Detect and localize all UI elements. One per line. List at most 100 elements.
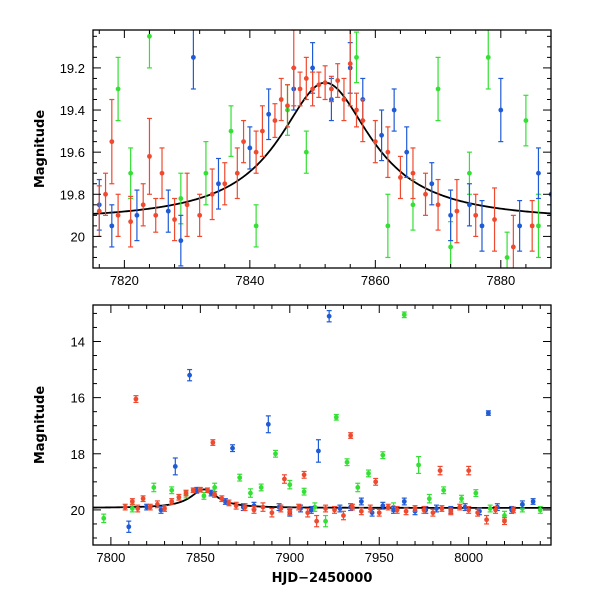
x-axis-label: HJD−2450000 <box>272 571 373 586</box>
blue-data-point <box>485 410 491 416</box>
green-data-point <box>303 130 309 174</box>
red-data-point <box>473 193 479 238</box>
red-data-point <box>341 77 347 122</box>
red-data-point <box>287 507 293 516</box>
blue-data-point <box>434 504 439 513</box>
red-data-point <box>133 395 139 404</box>
red-data-point <box>212 491 218 498</box>
blue-data-point <box>448 189 454 242</box>
green-data-point <box>203 141 209 206</box>
blue-data-point <box>535 147 541 200</box>
red-data-point <box>466 505 472 514</box>
red-data-point <box>159 147 165 200</box>
green-data-point <box>101 513 107 524</box>
red-data-point <box>501 517 507 526</box>
red-data-point <box>140 495 146 503</box>
green-data-point <box>441 486 447 495</box>
red-data-point <box>140 183 146 227</box>
red-data-point <box>197 486 203 493</box>
red-data-point <box>466 465 472 476</box>
blue-data-point <box>519 500 525 509</box>
blue-data-point <box>404 126 410 179</box>
green-data-point <box>416 455 422 475</box>
red-data-point <box>484 514 490 525</box>
plot-frame <box>92 29 552 269</box>
red-data-point <box>310 71 316 107</box>
red-data-point <box>278 504 284 513</box>
x-tick-label: 7900 <box>275 550 304 565</box>
green-data-point <box>459 494 465 503</box>
red-data-point <box>529 200 535 252</box>
x-tick-label: 7850 <box>186 550 215 565</box>
red-data-point <box>278 77 284 122</box>
green-data-point <box>287 479 293 490</box>
blue-data-point <box>517 200 523 252</box>
red-data-point <box>128 195 134 248</box>
green-data-point <box>151 482 157 493</box>
red-data-point <box>233 501 239 510</box>
green-data-point <box>485 30 491 90</box>
green-data-point <box>146 30 152 69</box>
red-data-point <box>297 71 303 107</box>
red-data-point <box>259 105 265 157</box>
y-tick-label: 20 <box>71 503 85 518</box>
blue-data-point <box>126 520 132 533</box>
red-data-point <box>316 71 322 98</box>
red-data-point <box>284 84 290 128</box>
red-data-point <box>376 508 382 517</box>
green-data-point <box>473 489 479 498</box>
green-data-point <box>355 482 361 493</box>
red-data-point <box>403 507 409 516</box>
green-data-point <box>128 147 134 200</box>
red-data-point <box>129 498 135 505</box>
y-tick-label: 18 <box>71 447 85 462</box>
red-data-point <box>457 503 463 511</box>
green-data-point <box>344 458 350 467</box>
red-data-point <box>437 465 443 476</box>
blue-data-point <box>379 109 385 162</box>
y-tick-label: 19.2 <box>60 61 85 76</box>
green-data-point <box>212 482 218 493</box>
blue-data-point <box>165 189 171 233</box>
red-data-point <box>354 92 360 128</box>
red-data-point <box>421 505 427 514</box>
blue-data-point <box>315 439 321 463</box>
x-tick-label: 7950 <box>365 550 394 565</box>
red-data-point <box>183 489 189 497</box>
red-data-point <box>146 117 152 195</box>
model-curve <box>93 81 551 215</box>
red-data-point <box>394 505 400 514</box>
y-tick-label: 16 <box>71 391 85 406</box>
green-data-point <box>385 193 391 259</box>
y-tick-label: 14 <box>71 334 85 349</box>
red-data-point <box>349 503 355 511</box>
green-data-point <box>247 488 253 498</box>
red-data-point <box>153 197 159 233</box>
red-data-point <box>510 214 516 268</box>
green-data-point <box>333 413 339 421</box>
green-data-point <box>323 514 329 528</box>
blue-data-point <box>401 497 407 506</box>
red-data-point <box>301 470 307 479</box>
plot-area <box>93 310 551 533</box>
red-data-point <box>172 197 178 242</box>
blue-data-point <box>380 501 386 510</box>
y-tick-label: 19.6 <box>60 145 85 160</box>
red-data-point <box>397 155 403 200</box>
red-data-point <box>103 172 109 216</box>
blue-data-point <box>172 457 178 476</box>
red-data-point <box>269 507 275 518</box>
red-data-point <box>205 487 210 494</box>
red-data-point <box>323 504 329 513</box>
green-data-point <box>380 451 386 460</box>
green-data-point <box>535 193 541 259</box>
red-data-point <box>176 493 182 501</box>
green-data-point <box>169 486 175 495</box>
blue-data-point <box>530 498 536 505</box>
y-axis-label: Magnitude <box>33 386 48 465</box>
red-data-point <box>197 193 203 238</box>
red-data-point <box>109 98 115 185</box>
green-data-point <box>301 487 307 496</box>
x-tick-label: 7840 <box>235 273 264 288</box>
